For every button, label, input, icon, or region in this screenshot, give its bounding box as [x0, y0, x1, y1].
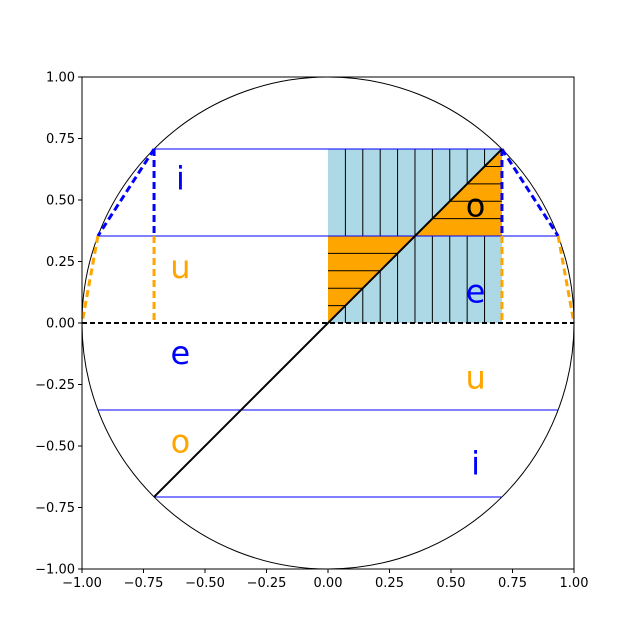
diagonal-line [153, 148, 503, 498]
orange-dashed-edge [80, 235, 100, 324]
y-tick-label: −0.75 [35, 501, 75, 516]
x-tick-label: 1.00 [560, 576, 589, 591]
x-tick-label: 0.75 [498, 576, 527, 591]
y-axis-ticks: −1.00 −0.75 −0.50 −0.25 0.00 0.25 0.50 0.75 1.00 [35, 71, 82, 578]
x-tick-label: 0.25 [375, 576, 404, 591]
letter-e: e [171, 334, 191, 372]
orange-dashed-edge [556, 235, 576, 324]
letter-o: o [171, 423, 191, 461]
x-tick-label: −0.50 [185, 576, 225, 591]
y-tick-label: −0.50 [35, 440, 75, 455]
y-tick-label: 0.75 [46, 132, 75, 147]
x-tick-label: −0.75 [124, 576, 164, 591]
x-tick-label: 0.00 [314, 576, 343, 591]
y-tick-label: 0.00 [46, 317, 75, 332]
plot-frame [81, 76, 575, 570]
y-tick-label: −1.00 [35, 563, 75, 578]
blue-dashed-edge [500, 148, 560, 237]
y-tick-label: 0.25 [46, 255, 75, 270]
letter-i: i [176, 159, 185, 197]
x-tick-label: 0.50 [437, 576, 466, 591]
letter-e: e [466, 272, 486, 310]
x-axis-ticks: −1.00 −0.75 −0.50 −0.25 0.00 0.25 0.50 0.75 1.00 [62, 569, 588, 591]
letter-u: u [465, 359, 485, 397]
y-tick-label: 1.00 [46, 71, 75, 86]
y-tick-label: 0.50 [46, 194, 75, 209]
x-tick-label: −1.00 [62, 576, 102, 591]
letter-u: u [170, 248, 190, 286]
x-tick-label: −0.25 [247, 576, 287, 591]
blue-dashed-edge [96, 148, 156, 237]
y-tick-label: −0.25 [35, 378, 75, 393]
letter-o: o [466, 186, 486, 224]
letter-i: i [471, 445, 480, 483]
plot-area: i u e o o e u i [80, 76, 576, 570]
